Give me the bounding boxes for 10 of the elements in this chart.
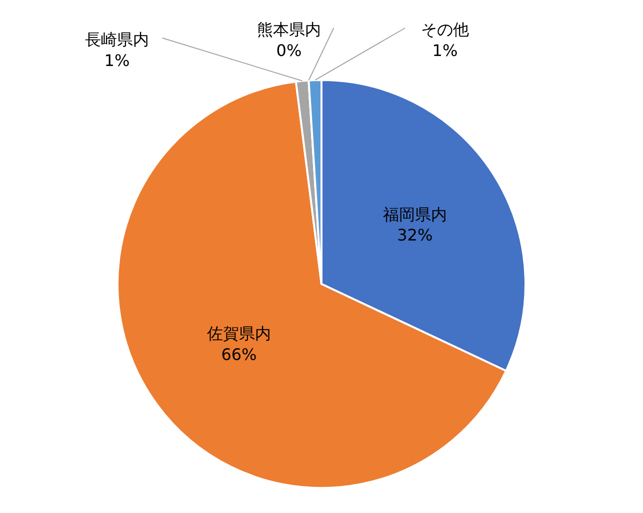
slice-label: 佐賀県内 <box>206 324 271 344</box>
data-label: 32% <box>397 226 433 245</box>
text: 0% <box>276 40 302 60</box>
data-label: 66% <box>221 344 257 364</box>
data-label: 1% <box>432 40 458 60</box>
slice-label: その他 <box>421 20 469 39</box>
slice-label: 長崎県内 <box>85 30 149 49</box>
slice-label: 福岡県内 <box>382 204 447 224</box>
category-label: 熊本県内 <box>257 20 321 39</box>
data-label: 1% <box>104 50 130 70</box>
